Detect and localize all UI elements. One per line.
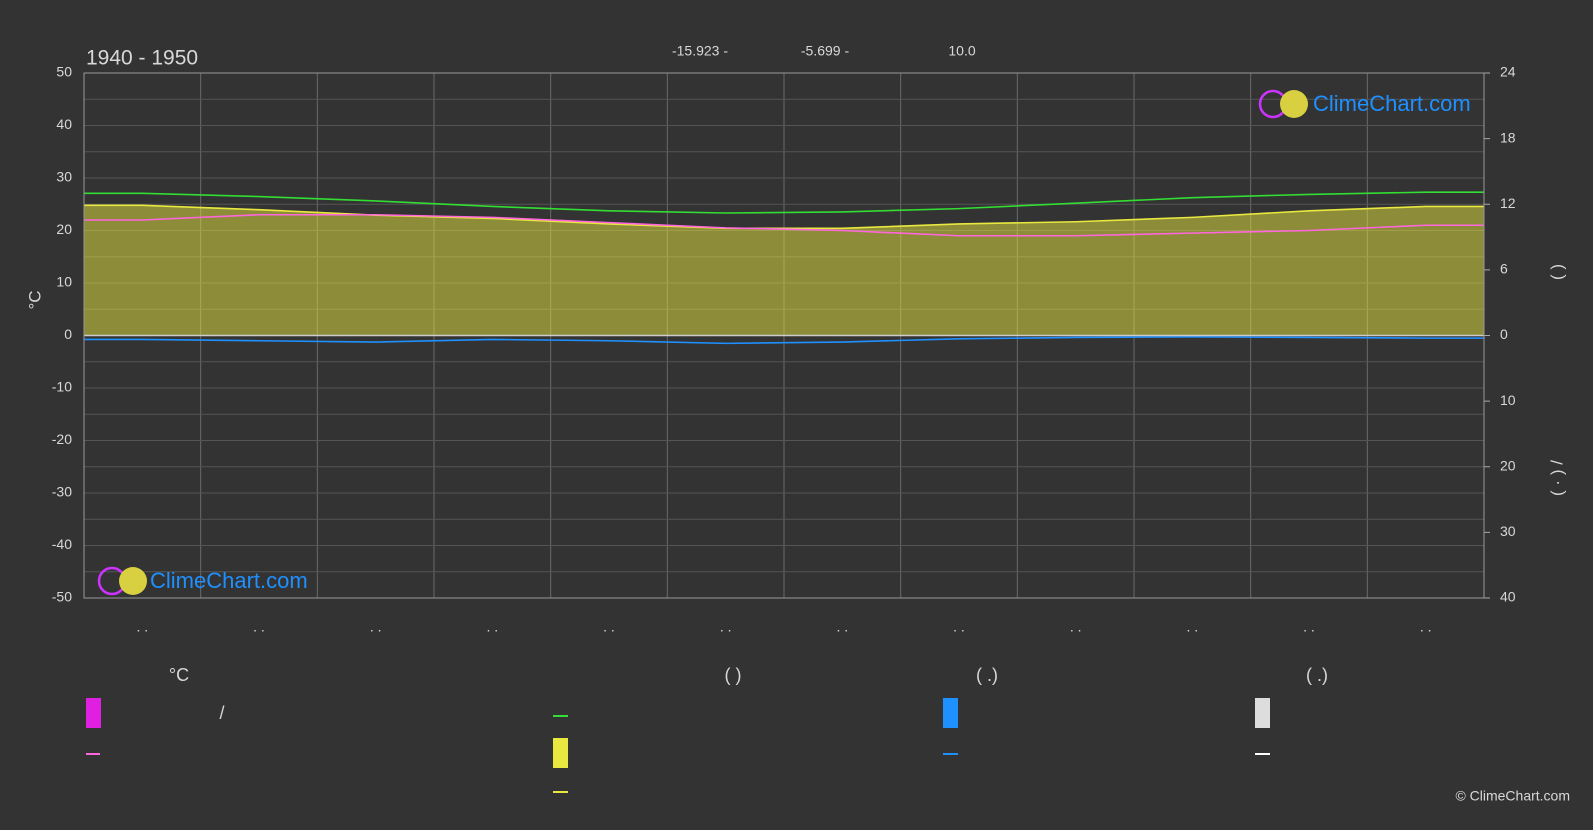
y-tick-label: 20 xyxy=(56,221,72,237)
x-tick-label: . . xyxy=(1070,619,1082,635)
line xyxy=(84,213,1484,237)
y-axis-label: °C xyxy=(25,290,44,309)
precip-tick-label: 10 xyxy=(1500,392,1516,408)
precip-tick-label: 30 xyxy=(1500,523,1516,539)
x-tick-label: . . xyxy=(953,619,965,635)
y-tick-label: 10 xyxy=(56,274,72,290)
x-tick-label: . . xyxy=(1186,619,1198,635)
legend-swatch xyxy=(86,698,101,728)
y-tick-label: 30 xyxy=(56,169,72,185)
header-text: -5.699 - xyxy=(801,43,850,59)
precip-axis-label: ( · ) / xyxy=(1547,460,1566,496)
plot-frame xyxy=(83,72,1485,599)
legend-swatch xyxy=(943,698,958,728)
y-tick-label: -50 xyxy=(52,589,72,605)
legend-text: / xyxy=(219,703,224,723)
y2-tick-label: 0 xyxy=(1500,326,1508,342)
y-tick-label: 0 xyxy=(64,326,72,342)
legend-header: °C xyxy=(169,665,189,685)
x-tick-label: . . xyxy=(603,619,615,635)
x-tick-label: . . xyxy=(253,619,265,635)
legend-header: ( .) xyxy=(976,665,998,685)
x-tick-label: . . xyxy=(836,619,848,635)
header-text: 10.0 xyxy=(948,43,975,59)
y2-tick-label: 12 xyxy=(1500,195,1516,211)
y-tick-label: -10 xyxy=(52,379,72,395)
logo-bottom: ClimeChart.com xyxy=(97,566,308,596)
logo-text: ClimeChart.com xyxy=(150,568,308,593)
logo-sun xyxy=(1280,90,1308,118)
y2-axis-label: ( ) xyxy=(1547,264,1566,280)
x-tick-label: . . xyxy=(136,619,148,635)
logo-top: ClimeChart.com xyxy=(1258,89,1471,119)
x-tick-label: . . xyxy=(486,619,498,635)
x-tick-label: . . xyxy=(1420,619,1432,635)
precip-tick-label: 20 xyxy=(1500,457,1516,473)
x-tick-label: . . xyxy=(720,619,732,635)
y2-tick-label: 6 xyxy=(1500,261,1508,277)
legend-swatch xyxy=(553,738,568,768)
y-tick-label: 50 xyxy=(56,64,72,80)
y-tick-label: -40 xyxy=(52,536,72,552)
x-tick-label: . . xyxy=(370,619,382,635)
y2-tick-label: 18 xyxy=(1500,129,1516,145)
x-tick-label: . . xyxy=(1303,619,1315,635)
logo-sun xyxy=(119,567,147,595)
line xyxy=(84,191,1484,214)
y2-tick-label: 24 xyxy=(1500,64,1516,80)
y-tick-label: -30 xyxy=(52,484,72,500)
logo-text: ClimeChart.com xyxy=(1313,91,1471,116)
precip-tick-label: 40 xyxy=(1500,589,1516,605)
line xyxy=(84,204,1484,230)
header-text: -15.923 - xyxy=(672,43,728,59)
copyright: © ClimeChart.com xyxy=(1455,788,1570,804)
chart-title: 1940 - 1950 xyxy=(86,47,198,70)
area xyxy=(84,205,1484,336)
y-tick-label: 40 xyxy=(56,116,72,132)
line xyxy=(84,336,1484,345)
legend-header: ( .) xyxy=(1306,665,1328,685)
legend-header: ( ) xyxy=(725,665,742,685)
y-tick-label: -20 xyxy=(52,431,72,447)
legend-swatch xyxy=(1255,698,1270,728)
